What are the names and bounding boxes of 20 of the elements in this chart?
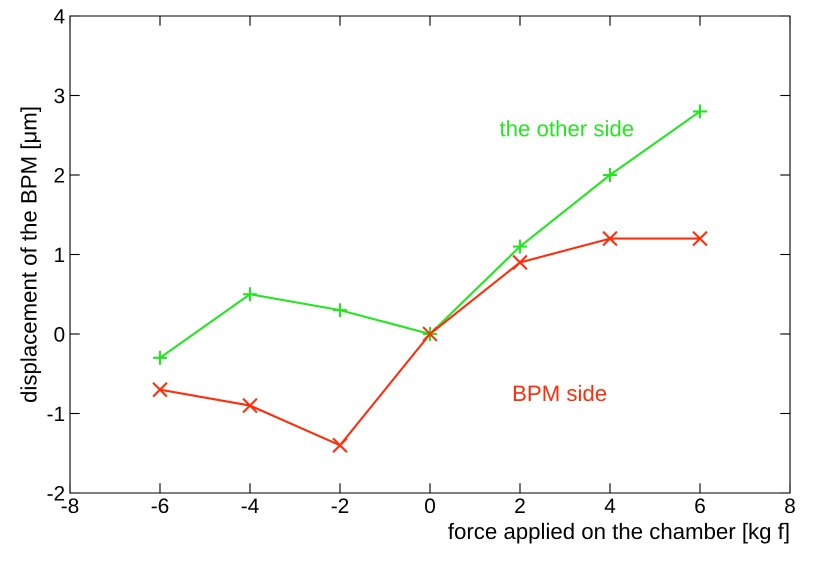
x-tick-label: -2 [332,498,348,513]
y-tick-label: -2 [48,486,64,501]
y-tick-label: 2 [54,168,64,183]
x-tick-label: 8 [785,498,795,514]
x-tick-label: 2 [515,498,525,513]
y-tick-label: 0 [54,327,64,342]
text: BPM side [514,384,606,402]
x-axis-title: force applied on the chamber [kg f] [448,522,788,544]
x-tick-label: -4 [242,498,259,513]
y-tick-label: 3 [54,88,64,104]
y-tick-label: -1 [48,406,64,422]
y-axis-title: displacement of the BPM [μm] [20,108,42,402]
x-tick-label: -8 [62,498,78,514]
series-label: the other side [500,120,634,136]
x-tick-label: 6 [695,498,705,514]
y-tick-label: 4 [54,9,65,24]
y-tick-label: 1 [55,248,64,262]
x-tick-label: -6 [152,498,168,514]
x-tick-label: 4 [604,498,616,513]
x-tick-label: 0 [425,498,435,514]
